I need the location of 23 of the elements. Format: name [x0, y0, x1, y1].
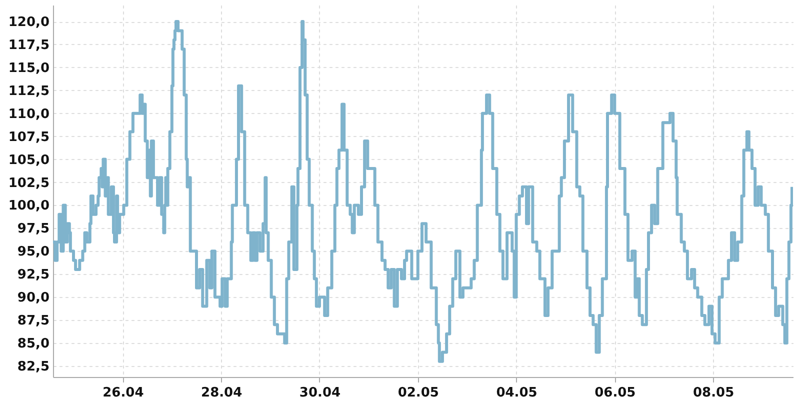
- y-tick-label: 112,5: [8, 84, 50, 99]
- y-tick-label: 100,0: [8, 198, 50, 214]
- y-tick-label: 102,5: [8, 176, 50, 191]
- y-tick-label: 107,5: [8, 130, 50, 145]
- x-tick-label: 30.04: [299, 386, 341, 400]
- y-tick-label: 92,5: [17, 268, 50, 283]
- y-tick-label: 120,0: [8, 15, 50, 30]
- x-tick-label: 02.05: [398, 386, 439, 400]
- y-tick-label: 90,0: [17, 290, 50, 306]
- y-tick-label: 97,5: [17, 222, 50, 237]
- y-tick-label: 110,0: [8, 106, 50, 122]
- y-tick-label: 82,5: [17, 359, 50, 374]
- y-tick-label: 105,0: [8, 152, 50, 168]
- x-tick-label: 28.04: [201, 386, 242, 400]
- y-tick-label: 95,0: [17, 244, 50, 260]
- y-tick-label: 87,5: [17, 314, 50, 329]
- x-tick-label: 08.05: [692, 386, 734, 400]
- y-tick-label: 115,0: [8, 60, 50, 76]
- x-tick-label: 04.05: [496, 386, 538, 400]
- x-tick-label: 26.04: [102, 386, 144, 400]
- x-tick-label: 06.05: [594, 386, 636, 400]
- y-tick-label: 117,5: [8, 38, 50, 53]
- y-tick-label: 85,0: [17, 336, 50, 352]
